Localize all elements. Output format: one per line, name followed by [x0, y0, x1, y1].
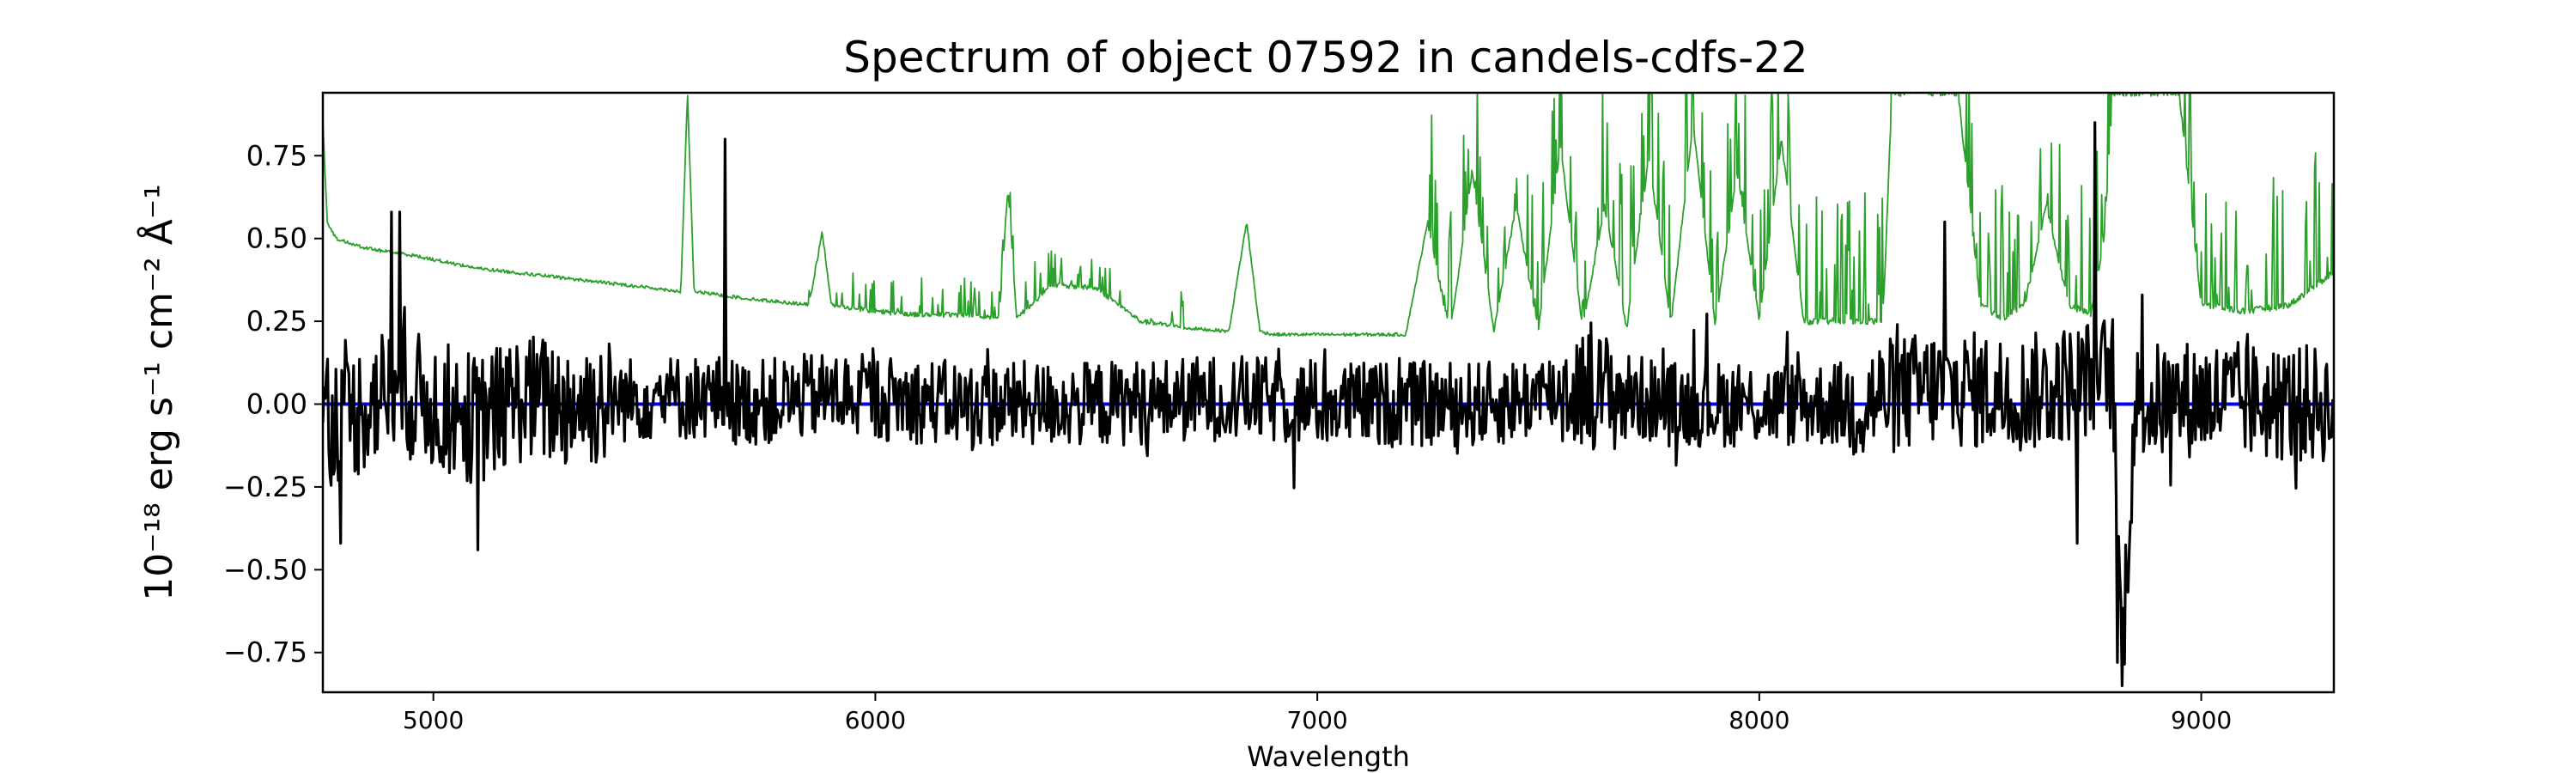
y-tick-label: −0.50	[223, 553, 307, 586]
axes-frame	[321, 91, 2336, 694]
x-tick-label: 6000	[845, 706, 906, 734]
x-tick-label: 5000	[403, 706, 464, 734]
y-axis: −0.75 −0.50 −0.25 0.00 0.25 0.50 0.75	[223, 139, 323, 669]
y-tick-label: 0.00	[246, 387, 307, 420]
x-axis: 5000 6000 7000 8000 9000	[403, 692, 2232, 734]
y-tick-label: 0.75	[246, 139, 307, 172]
series-layer	[323, 93, 2334, 687]
x-tick-label: 7000	[1286, 706, 1347, 734]
y-tick-label: 0.25	[246, 305, 307, 338]
y-tick-label: −0.25	[223, 471, 307, 503]
y-tick-label: −0.75	[223, 636, 307, 669]
y-axis-label: 10⁻¹⁸ erg s⁻¹ cm⁻² Å⁻¹	[136, 184, 181, 600]
error-spectrum-line	[323, 93, 2334, 338]
x-tick-label: 8000	[1728, 706, 1789, 734]
x-axis-label: Wavelength	[1247, 740, 1410, 773]
x-tick-label: 9000	[2171, 706, 2232, 734]
flux-spectrum-line	[323, 121, 2334, 687]
chart-title: Spectrum of object 07592 in candels-cdfs…	[843, 33, 1808, 82]
plot-area	[321, 91, 2336, 694]
y-tick-label: 0.50	[246, 222, 307, 255]
